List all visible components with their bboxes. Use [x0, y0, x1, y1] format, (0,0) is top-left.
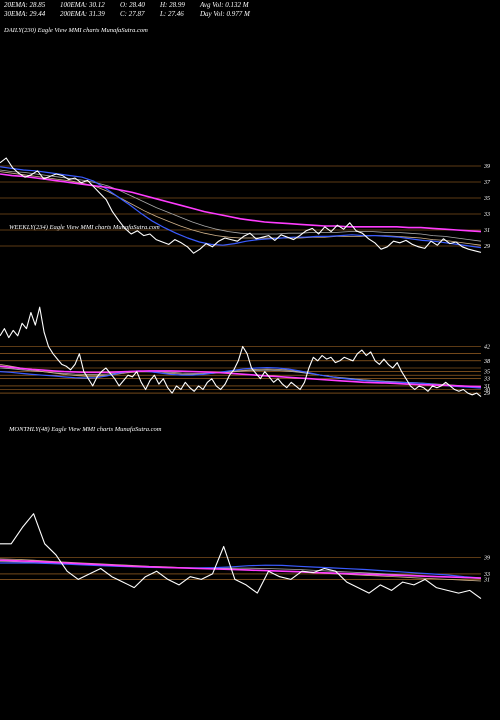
- monthly-chart-title: MONTHLY(48) Eagle View MMI charts Munafa…: [9, 426, 162, 433]
- daily-price-line: [0, 157, 482, 254]
- monthly-y-tick-label: 31: [483, 577, 490, 583]
- ema30-stat: 30EMA: 29.44: [4, 10, 46, 18]
- daily-y-tick-label: 35: [483, 196, 490, 202]
- weekly-y-tick-label: 38: [483, 359, 490, 365]
- weekly-ema-magenta-line: [0, 365, 482, 388]
- weekly-y-tick-label: 35: [483, 370, 490, 376]
- daily-ema-tan-line: [0, 171, 482, 246]
- daily-y-tick-label: 39: [483, 164, 490, 170]
- daily-y-tick-label: 31: [483, 228, 490, 234]
- weekly-y-tick-label: 30: [483, 388, 490, 394]
- avg-vol-stat: Avg Vol: 0.132 M: [200, 1, 249, 9]
- monthly-y-tick-label: 39: [483, 556, 490, 562]
- ema200-stat: 200EMA: 31.39: [60, 10, 105, 18]
- open-stat: O: 28.40: [120, 1, 145, 9]
- daily-ema-magenta-line: [0, 173, 482, 233]
- daily-ema-gray-line: [0, 169, 482, 242]
- weekly-price-line: [0, 306, 482, 398]
- low-stat: L: 27.46: [160, 10, 184, 18]
- daily-ema-blue-line: [0, 166, 482, 249]
- ema20-stat: 20EMA: 28.85: [4, 1, 46, 9]
- weekly-y-tick-label: 42: [484, 344, 490, 351]
- daily-y-tick-label: 33: [483, 212, 490, 218]
- daily-y-tick-label: 29: [484, 244, 490, 250]
- daily-y-tick-label: 37: [483, 180, 491, 186]
- close-stat: C: 27.87: [120, 10, 145, 18]
- weekly-chart-title: WEEKLY(234) Eagle View MMI charts Munafa…: [9, 224, 160, 231]
- ema100-stat: 100EMA: 30.12: [60, 1, 105, 9]
- monthly-ema-blue-line: [0, 562, 482, 579]
- high-stat: H: 28.99: [160, 1, 185, 9]
- monthly-price-line: [0, 513, 482, 600]
- weekly-y-tick-label: 31: [483, 384, 490, 390]
- daily-chart-title: DAILY(230) Eagle View MMI charts MunafaS…: [4, 27, 148, 34]
- day-vol-stat: Day Vol: 0.977 M: [200, 10, 250, 18]
- monthly-y-tick-label: 33: [483, 572, 490, 578]
- weekly-ema-blue-line: [0, 367, 482, 389]
- weekly-y-tick-label: 29: [484, 391, 490, 397]
- daily-panel: 39 37 35 33 31 29: [0, 157, 491, 254]
- weekly-y-tick-label: 33: [483, 377, 490, 383]
- monthly-ema-magenta-line: [0, 559, 482, 579]
